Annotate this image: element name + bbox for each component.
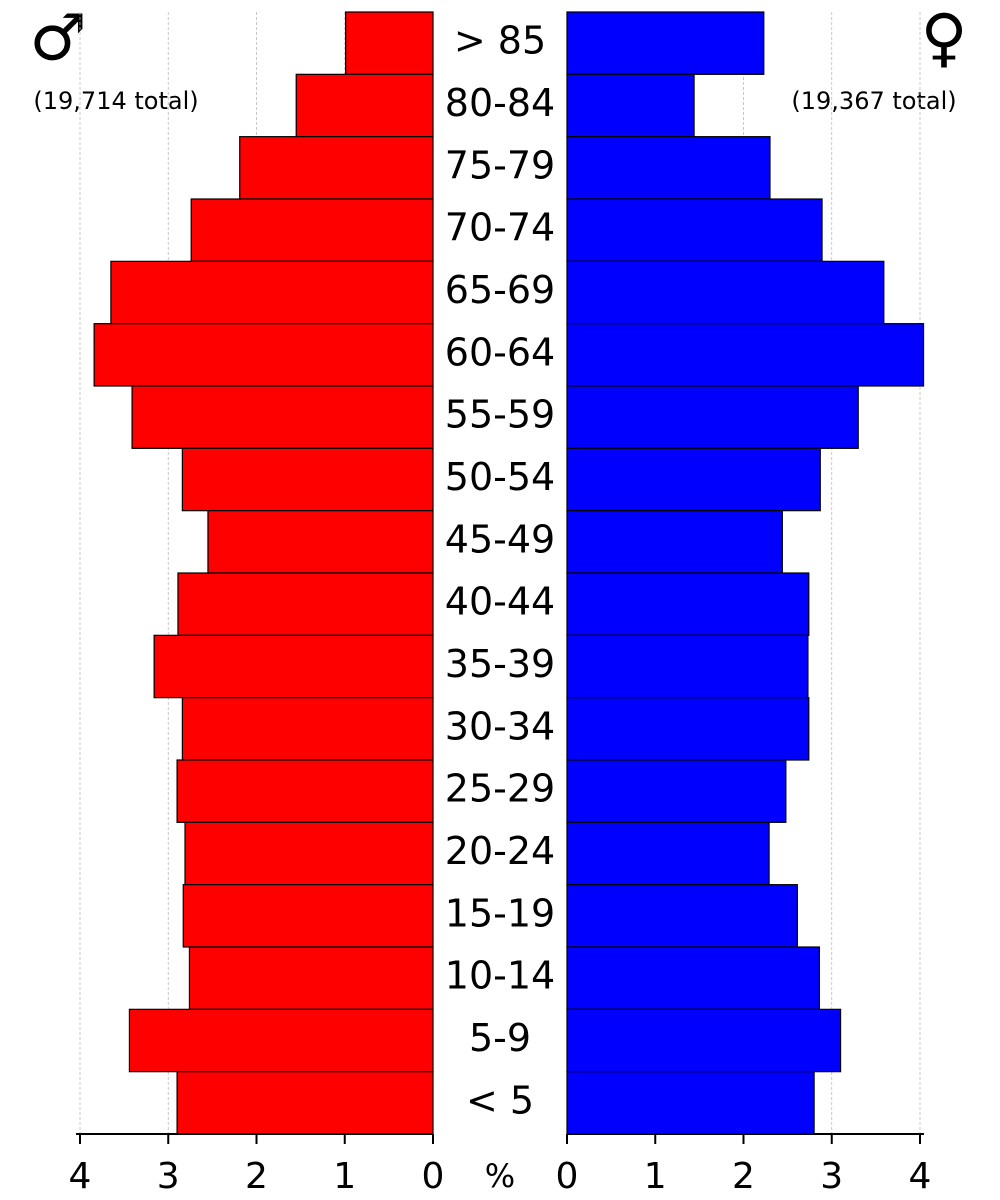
bar <box>190 198 434 262</box>
x-tick-label: 4 <box>69 1156 92 1197</box>
female-symbol: ♀ <box>921 2 968 76</box>
x-tick-label: 2 <box>732 1156 755 1197</box>
bar <box>188 946 434 1010</box>
bar <box>176 759 434 823</box>
bar <box>566 385 859 449</box>
bar <box>182 884 434 948</box>
bar <box>131 385 434 449</box>
bar <box>345 11 434 75</box>
bar <box>566 136 771 200</box>
bar <box>181 447 434 512</box>
category-label: 25-29 <box>445 767 555 811</box>
x-tick-label: 0 <box>556 1156 579 1197</box>
female-total: (19,367 total) <box>791 87 956 115</box>
x-tick-label: 3 <box>820 1156 843 1197</box>
bar <box>566 572 810 636</box>
bar <box>295 73 434 138</box>
bar <box>566 821 770 886</box>
bar <box>566 884 798 948</box>
category-label: 10-14 <box>445 954 555 998</box>
bar <box>566 634 809 699</box>
category-label: > 85 <box>454 19 546 63</box>
category-label: 50-54 <box>445 455 555 499</box>
category-label: 40-44 <box>445 580 555 624</box>
x-tick-label: 0 <box>422 1156 445 1197</box>
male-total: (19,714 total) <box>33 87 198 115</box>
category-label: 80-84 <box>445 81 555 125</box>
category-label: 70-74 <box>445 206 555 250</box>
category-label: 65-69 <box>445 268 555 312</box>
x-tick-label: 1 <box>333 1156 356 1197</box>
bar <box>566 1071 815 1135</box>
bar <box>566 510 783 574</box>
bar <box>239 136 434 200</box>
category-label: 45-49 <box>445 517 555 561</box>
bar <box>184 821 434 886</box>
bar <box>207 510 434 574</box>
bar <box>181 697 434 761</box>
bar <box>177 572 434 636</box>
category-label: 75-79 <box>445 143 555 187</box>
bar <box>128 1008 434 1073</box>
male-symbol: ♂ <box>29 2 86 76</box>
bar <box>566 946 820 1010</box>
category-label: 20-24 <box>445 829 555 873</box>
bar <box>566 759 787 823</box>
category-label: 30-34 <box>445 704 555 748</box>
category-label: 5-9 <box>469 1016 531 1060</box>
bar <box>566 11 765 75</box>
bar <box>566 697 810 761</box>
bar <box>566 1008 842 1073</box>
bar <box>566 447 821 512</box>
bar <box>93 323 434 387</box>
category-label: 35-39 <box>445 642 555 686</box>
bar <box>110 260 434 325</box>
x-tick-label: 1 <box>644 1156 667 1197</box>
bar <box>176 1071 434 1135</box>
bar <box>153 634 434 699</box>
x-axis-label: % <box>485 1157 515 1195</box>
category-label: < 5 <box>466 1078 534 1122</box>
category-label: 55-59 <box>445 393 555 437</box>
x-tick-label: 2 <box>245 1156 268 1197</box>
category-label: 60-64 <box>445 330 555 374</box>
bar <box>566 73 695 138</box>
x-tick-label: 3 <box>157 1156 180 1197</box>
bar <box>566 198 823 262</box>
bar <box>566 260 885 325</box>
bar <box>566 323 925 387</box>
category-label: 15-19 <box>445 891 555 935</box>
x-tick-label: 4 <box>909 1156 932 1197</box>
